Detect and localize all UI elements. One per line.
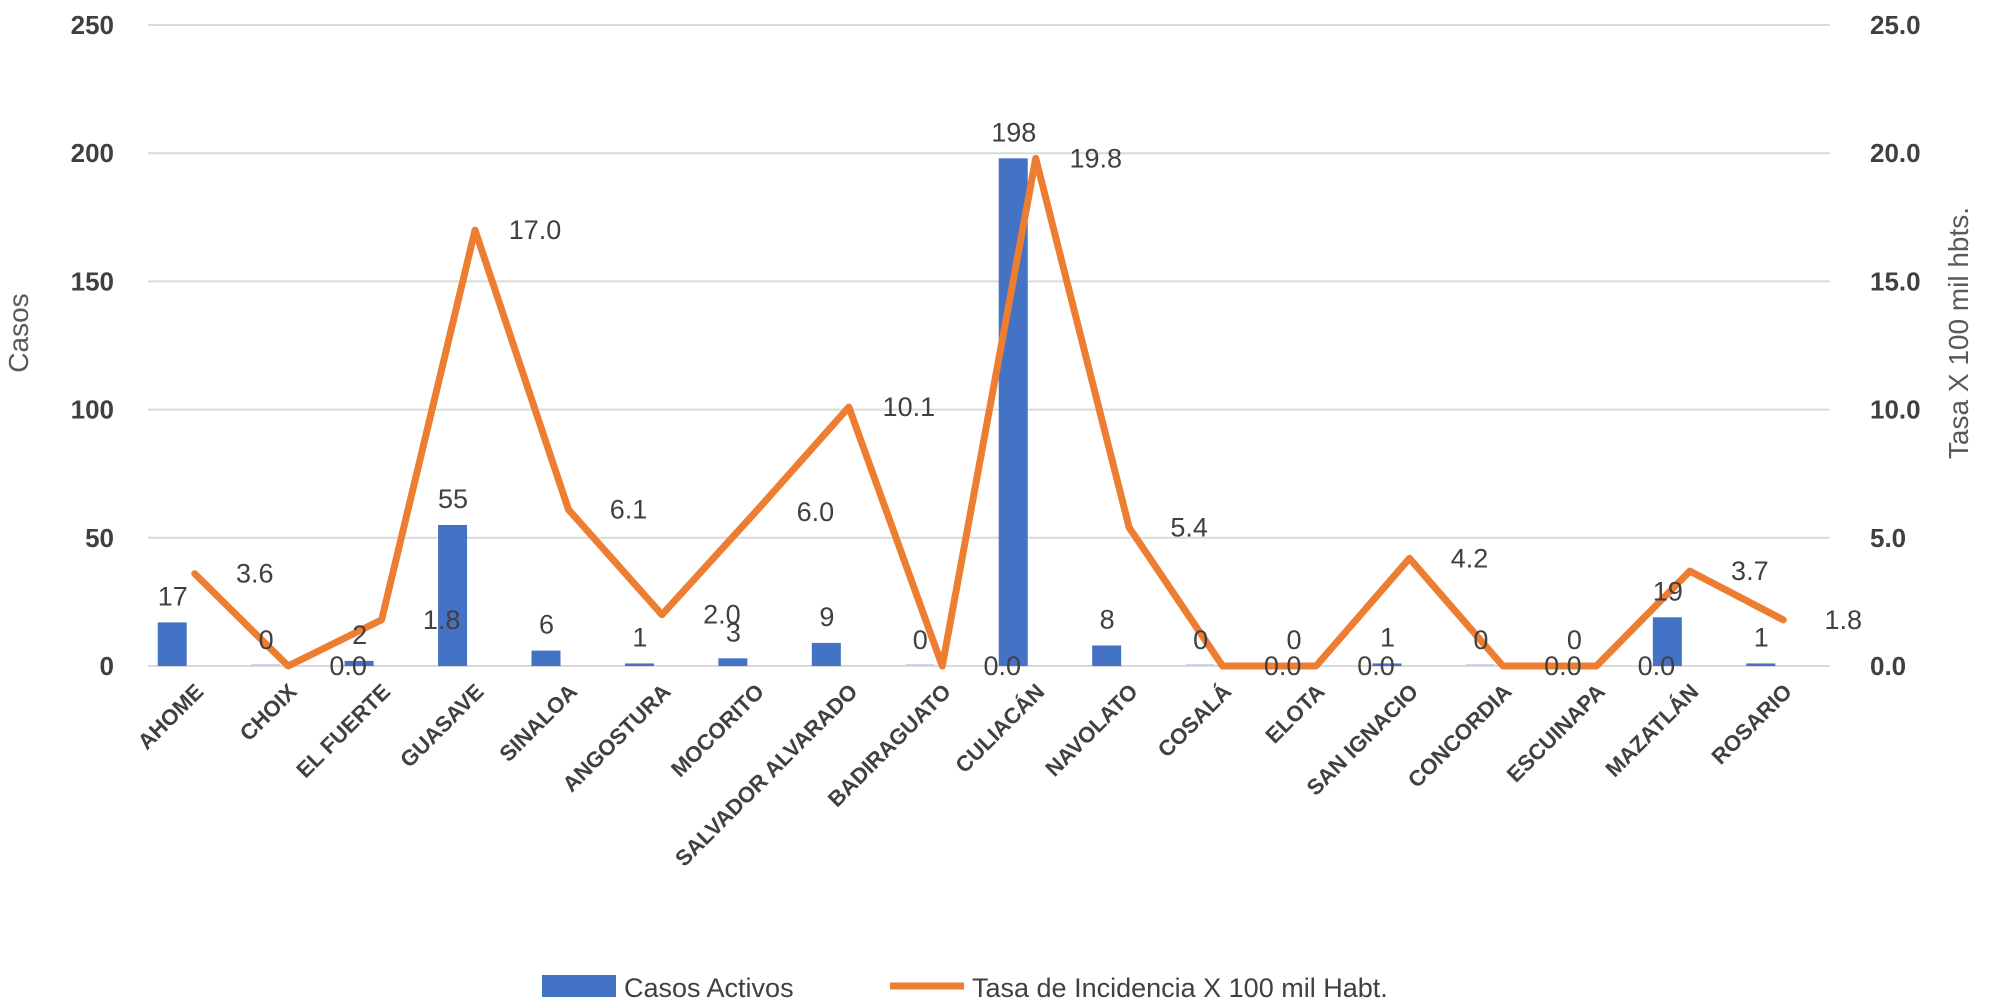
right-tick-label: 25.0	[1870, 10, 1921, 40]
bar-casos-activos	[1746, 663, 1776, 666]
bar-casos-activos	[1652, 617, 1682, 666]
bar-data-label: 8	[1100, 604, 1115, 634]
bar-casos-activos	[251, 664, 281, 666]
bar-data-label: 1	[632, 622, 647, 652]
bar-casos-activos	[1372, 663, 1402, 666]
bar-data-label: 0	[1287, 625, 1302, 655]
line-data-label: 10.1	[883, 392, 936, 422]
bar-casos-activos	[718, 658, 748, 666]
bar-casos-activos	[1465, 664, 1495, 666]
left-tick-label: 50	[85, 523, 114, 553]
right-axis-title: Tasa X 100 mil hbts.	[1943, 207, 1974, 459]
bar-data-label: 19	[1653, 576, 1683, 606]
right-tick-label: 10.0	[1870, 395, 1921, 425]
category-label: ELOTA	[1260, 679, 1329, 748]
line-data-label: 0.0	[1638, 651, 1676, 681]
right-tick-label: 15.0	[1870, 266, 1921, 296]
line-data-label: 0.0	[329, 651, 367, 681]
bar-casos-activos	[531, 650, 561, 666]
bar-casos-activos	[1092, 645, 1122, 666]
line-data-labels: 3.60.01.817.06.12.06.010.10.019.85.40.0 0…	[236, 143, 1862, 681]
right-axis-ticks: 0.0 5.0 10.0 15.0 20.0 25.0	[1870, 10, 1921, 681]
bar-casos-activos	[157, 622, 187, 666]
line-data-label: 19.8	[1069, 143, 1122, 173]
line-data-label: 0.0	[1357, 651, 1395, 681]
left-tick-label: 200	[71, 138, 114, 168]
left-axis-ticks: 0 50 100 150 200 250	[71, 10, 114, 681]
category-label: CHOIX	[235, 679, 302, 746]
category-label: SINALOA	[494, 679, 582, 767]
category-label: ROSARIO	[1707, 679, 1797, 769]
bar-data-label: 0	[259, 625, 274, 655]
category-label: NAVOLATO	[1040, 679, 1142, 781]
line-series	[191, 154, 1787, 670]
bar-data-label: 55	[438, 484, 468, 514]
category-label: AHOME	[133, 679, 209, 755]
legend-label-line: Tasa de Incidencia X 100 mil Habt.	[972, 973, 1388, 1001]
line-tasa-incidencia	[191, 154, 1787, 670]
bar-casos-activos	[438, 524, 468, 666]
right-tick-label: 0.0	[1870, 651, 1906, 681]
line-data-label: 2.0	[703, 600, 741, 630]
line-data-label: 4.2	[1451, 543, 1489, 573]
bar-data-label: 3	[726, 617, 741, 647]
legend: Casos Activos Tasa de Incidencia X 100 m…	[542, 973, 1388, 1001]
left-tick-label: 250	[71, 10, 114, 40]
category-label: ESCUINAPA	[1502, 679, 1610, 787]
category-label: MOCORITO	[666, 679, 769, 782]
bar-casos-activos	[905, 664, 935, 666]
line-data-label: 1.8	[1825, 605, 1863, 635]
bar-data-label: 0	[1473, 625, 1488, 655]
right-tick-label: 5.0	[1870, 523, 1906, 553]
bar-data-label: 0	[913, 625, 928, 655]
line-data-label: 0.0	[1264, 651, 1302, 681]
line-data-label: 0.0	[1544, 651, 1582, 681]
line-data-label: 5.4	[1170, 513, 1208, 543]
bar-data-label: 198	[991, 117, 1036, 147]
category-label: MAZATLÁN	[1600, 679, 1703, 782]
bar-data-label: 17	[158, 581, 188, 611]
bar-data-label: 6	[539, 610, 554, 640]
legend-swatch-bar	[542, 975, 616, 997]
left-tick-label: 0	[100, 651, 114, 681]
bar-casos-activos	[811, 642, 841, 666]
category-label: GUASAVE	[395, 679, 488, 772]
bar-series	[157, 158, 1776, 666]
line-data-label: 0.0	[984, 651, 1022, 681]
category-label: SALVADOR ALVARADO	[670, 679, 862, 871]
category-label: EL FUERTE	[291, 679, 395, 783]
left-tick-label: 150	[71, 266, 114, 296]
bar-casos-activos	[344, 660, 374, 666]
bar-data-label: 1	[1380, 622, 1395, 652]
line-data-label: 6.0	[797, 497, 835, 527]
category-label: CULIACÁN	[950, 679, 1049, 778]
legend-label-bar: Casos Activos	[624, 973, 794, 1001]
bar-data-labels: 17 0 2 55 6 1 3 9 0 198 8 0 0 1 0 0 19 1	[158, 117, 1769, 655]
right-tick-label: 20.0	[1870, 138, 1921, 168]
gridlines	[148, 24, 1830, 667]
line-data-label: 17.0	[509, 215, 562, 245]
category-label: COSALÁ	[1153, 679, 1236, 762]
bar-data-label: 9	[819, 602, 834, 632]
left-axis-title: Casos	[3, 293, 34, 372]
bar-casos-activos	[1185, 664, 1215, 666]
line-data-label: 3.6	[236, 559, 274, 589]
bar-data-label: 1	[1754, 622, 1769, 652]
line-data-label: 3.7	[1731, 556, 1769, 586]
bar-data-label: 2	[352, 620, 367, 650]
left-tick-label: 100	[71, 395, 114, 425]
line-data-label: 6.1	[610, 495, 648, 525]
line-data-label: 1.8	[423, 605, 461, 635]
bar-casos-activos	[624, 663, 654, 666]
bar-data-label: 0	[1193, 625, 1208, 655]
bar-data-label: 0	[1567, 625, 1582, 655]
